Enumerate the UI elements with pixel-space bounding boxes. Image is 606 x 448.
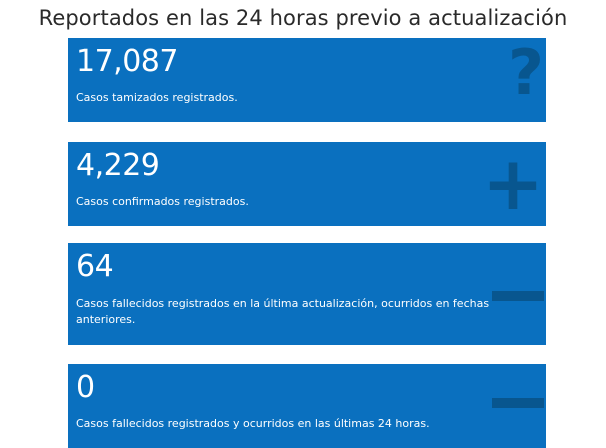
stat-card-tamizados: 17,087 Casos tamizados registrados. ? <box>68 38 546 122</box>
minus-icon <box>492 398 544 408</box>
stat-value: 64 <box>76 249 114 284</box>
stat-card-fallecidos-anteriores: 64 Casos fallecidos registrados en la úl… <box>68 243 546 345</box>
minus-icon <box>492 291 544 301</box>
stat-description: Casos fallecidos registrados en la últim… <box>76 297 490 326</box>
question-icon: ? <box>508 38 544 109</box>
stat-value: 0 <box>76 370 95 405</box>
stat-card-fallecidos-24h: 0 Casos fallecidos registrados y ocurrid… <box>68 364 546 448</box>
stat-card-confirmados: 4,229 Casos confirmados registrados. + <box>68 142 546 226</box>
stat-value: 4,229 <box>76 148 160 183</box>
stat-description: Casos fallecidos registrados y ocurridos… <box>76 417 430 430</box>
page-title: Reportados en las 24 horas previo a actu… <box>38 6 568 30</box>
stat-description: Casos confirmados registrados. <box>76 195 249 208</box>
plus-icon: + <box>481 142 544 226</box>
stat-value: 17,087 <box>76 44 178 79</box>
stat-description: Casos tamizados registrados. <box>76 91 238 104</box>
